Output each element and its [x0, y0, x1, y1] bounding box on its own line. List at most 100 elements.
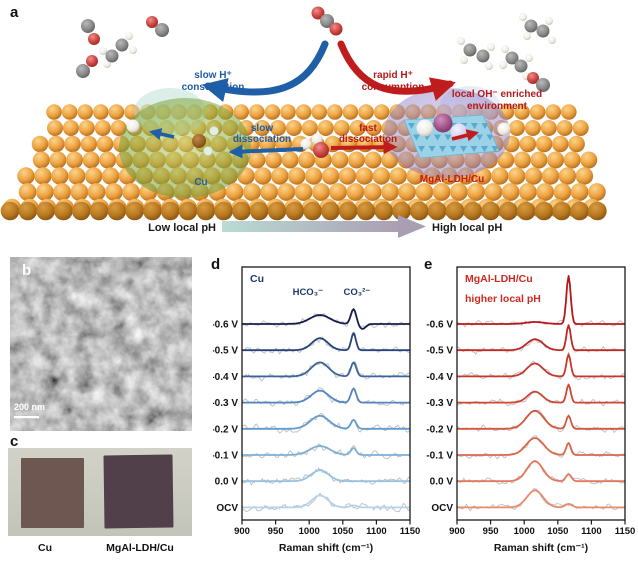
- panel-letter-d: d: [211, 256, 221, 273]
- fit-spectrum-trace: [457, 353, 625, 378]
- ph-gradient-arrow: [222, 215, 426, 238]
- h-spill-arrow-left: [149, 128, 175, 141]
- slow-dissociation-label: dissociation: [233, 134, 291, 145]
- plot-frame: [241, 266, 411, 521]
- potential-label: -0.2 V: [213, 424, 238, 435]
- x-tick-label: 1150: [615, 526, 636, 537]
- hydrogen-atom: [126, 119, 140, 133]
- potential-label: -0.4 V: [426, 372, 453, 383]
- cu-sample-label: Cu: [38, 542, 52, 554]
- chart-title: Cu: [250, 273, 264, 285]
- peak-assignment-label: HCO₃⁻: [293, 287, 324, 298]
- raw-spectrum-trace: [456, 409, 626, 434]
- potential-label: -0.3 V: [213, 398, 238, 409]
- ethylene-molecule: [99, 32, 137, 68]
- x-tick-label: 1000: [514, 526, 535, 537]
- water-molecule: [300, 133, 329, 158]
- slow-dissociation-label: slow: [251, 123, 273, 134]
- fit-spectrum-trace: [242, 387, 410, 404]
- scale-bar: [14, 416, 39, 419]
- slow-h-consumption-label: slow H⁺: [194, 70, 232, 81]
- panel-c-photo: [8, 448, 192, 536]
- co2-molecule: [311, 6, 343, 36]
- co-molecule: [76, 55, 98, 78]
- ldh-electrode-sample: [103, 454, 174, 529]
- fit-spectrum-trace: [242, 361, 410, 378]
- raw-spectrum-trace: [241, 492, 411, 513]
- raw-spectrum-trace: [241, 467, 411, 486]
- raw-spectrum-trace: [241, 412, 411, 434]
- x-tick-label: 1050: [547, 526, 568, 537]
- co-molecule: [146, 16, 169, 37]
- x-tick-label: 900: [449, 526, 465, 537]
- x-tick-label: 900: [234, 526, 250, 537]
- raw-spectrum-trace: [456, 323, 626, 355]
- x-axis-title: Raman shift (cm⁻¹): [279, 542, 373, 554]
- cu-site-label: Cu: [194, 177, 207, 188]
- cu-site-blob: [119, 88, 251, 198]
- x-tick-label: 1050: [332, 526, 353, 537]
- x-tick-label: 1150: [400, 526, 421, 537]
- panel-d-raman-chart-cu: 900 950 1000 1050 1100 1150 -0.6 V -0.5 V -0.4 V…: [213, 266, 421, 554]
- fit-spectrum-trace: [242, 494, 410, 509]
- potential-label: 0.0 V: [215, 477, 239, 488]
- raw-spectrum-trace: [241, 307, 411, 329]
- ethylene-molecule: [499, 45, 533, 80]
- fit-spectrum-trace: [242, 445, 410, 456]
- fit-spectrum-trace: [457, 409, 625, 430]
- rapid-h-consumption-label: rapid H⁺: [373, 70, 413, 81]
- rapid-h-consumption-label: consumption: [362, 82, 425, 93]
- panel-letter-b: b: [22, 262, 32, 279]
- fit-spectrum-trace: [457, 275, 625, 325]
- potential-label: -0.2 V: [426, 424, 453, 435]
- panel-letter-c: c: [10, 433, 19, 450]
- slow-dissociation-arrow: [228, 144, 304, 159]
- raw-spectrum-trace: [241, 443, 411, 460]
- x-tick-label: 950: [483, 526, 499, 537]
- co-molecule: [81, 19, 100, 45]
- potential-label: -0.6 V: [213, 320, 238, 331]
- panel-letter-a: a: [10, 4, 19, 21]
- ethylene-molecule: [519, 13, 556, 44]
- potential-label: -0.5 V: [426, 346, 453, 357]
- panel-a-scheme: slow H⁺ consumption rapid H⁺ consumption…: [0, 6, 607, 238]
- x-tick-label: 1100: [581, 526, 602, 537]
- potential-label: -0.1 V: [426, 451, 453, 462]
- fast-dissociation-label: fast: [359, 123, 377, 134]
- panel-letter-e: e: [424, 256, 433, 273]
- potential-label: OCV: [431, 503, 453, 514]
- local-oh-label: local OH⁻ enriched: [452, 89, 542, 100]
- hydrogen-atom: [497, 122, 511, 136]
- x-tick-label: 1100: [366, 526, 387, 537]
- x-axis-title: Raman shift (cm⁻¹): [494, 542, 588, 554]
- h-spill-arrow-right: [451, 129, 479, 142]
- fast-dissociation-label: dissociation: [339, 134, 397, 145]
- fit-spectrum-trace: [457, 383, 625, 404]
- co-molecule: [527, 72, 550, 92]
- plot-frame: [456, 266, 626, 521]
- cu-electrode-sample: [21, 458, 84, 528]
- fit-spectrum-trace: [242, 308, 410, 330]
- panel-b-tem-image: 200 nm: [10, 257, 192, 431]
- x-tick-label: 1000: [299, 526, 320, 537]
- cu-site-atoms: [192, 126, 219, 156]
- potential-label: -0.5 V: [213, 346, 238, 357]
- x-tick-label: 950: [268, 526, 284, 537]
- slow-h-consumption-label: consumption: [182, 82, 245, 93]
- local-oh-label: environment: [467, 101, 528, 112]
- peak-assignment-label: CO₃²⁻: [343, 287, 370, 298]
- potential-label: -0.6 V: [426, 320, 453, 331]
- fit-spectrum-trace: [457, 460, 625, 483]
- fit-spectrum-trace: [457, 324, 625, 352]
- fit-spectrum-trace: [242, 332, 410, 352]
- rapid-consumption-arrow: [337, 40, 456, 101]
- slow-consumption-arrow: [202, 40, 329, 103]
- ldh-site-label: MgAl-LDH/Cu: [420, 174, 484, 185]
- low-ph-label: Low local pH: [148, 222, 216, 234]
- fast-dissociation-arrow: [330, 140, 398, 155]
- ethylene-molecule: [457, 37, 495, 70]
- ldh-sample-label: MgAl-LDH/Cu: [106, 542, 174, 554]
- potential-label: -0.4 V: [213, 372, 238, 383]
- chart-subtitle: higher local pH: [465, 293, 541, 305]
